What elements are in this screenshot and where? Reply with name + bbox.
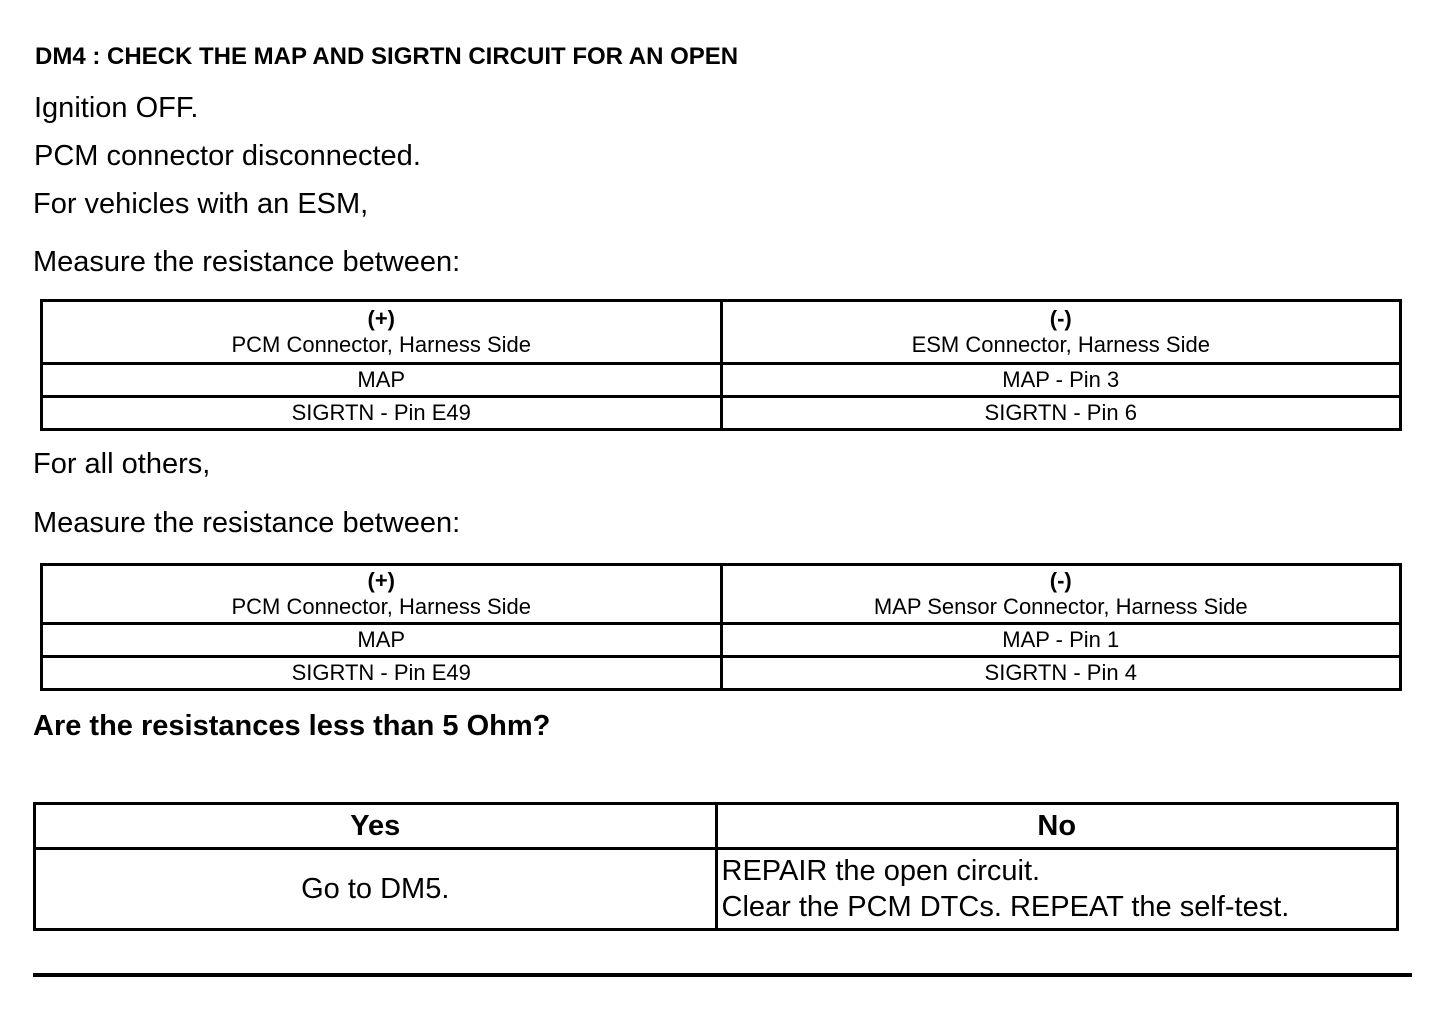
no-action: REPAIR the open circuit. Clear the PCM DT…	[714, 847, 1399, 931]
cell: SIGRTN - Pin E49	[40, 395, 723, 431]
polarity: (-)	[1049, 568, 1072, 593]
page-title: DM4 : CHECK THE MAP AND SIGRTN CIRCUIT F…	[35, 43, 739, 70]
yes-action: Go to DM5.	[33, 847, 718, 931]
table-row: SIGRTN - Pin E49 SIGRTN - Pin 6	[40, 395, 1402, 431]
esm-resistance-table: (+) PCM Connector, Harness Side (-) ESM Co…	[40, 299, 1402, 431]
step-text: For vehicles with an ESM,	[33, 188, 369, 220]
polarity: (+)	[367, 306, 396, 331]
header-label: PCM Connector, Harness Side	[231, 332, 532, 357]
polarity: (-)	[1049, 306, 1072, 331]
cell: SIGRTN - Pin 4	[719, 655, 1402, 691]
divider	[33, 973, 1412, 977]
step-text: Measure the resistance between:	[33, 246, 461, 278]
cell: MAP	[40, 622, 723, 658]
cell: SIGRTN - Pin 6	[719, 395, 1402, 431]
cell: MAP - Pin 1	[719, 622, 1402, 658]
answer-table: Yes No Go to DM5. REPAIR the open circui…	[33, 802, 1399, 931]
header-cell: (-) MAP Sensor Connector, Harness Side	[719, 563, 1402, 625]
header-label: ESM Connector, Harness Side	[911, 332, 1210, 357]
step-text: For all others,	[33, 448, 211, 480]
header-label: MAP Sensor Connector, Harness Side	[873, 594, 1248, 619]
table-row: SIGRTN - Pin E49 SIGRTN - Pin 4	[40, 655, 1402, 691]
question: Are the resistances less than 5 Ohm?	[33, 710, 551, 742]
no-header: No	[714, 802, 1399, 850]
header-cell: (+) PCM Connector, Harness Side	[40, 299, 723, 365]
cell: SIGRTN - Pin E49	[40, 655, 723, 691]
table-row: MAP MAP - Pin 3	[40, 362, 1402, 398]
cell: MAP	[40, 362, 723, 398]
header-label: PCM Connector, Harness Side	[231, 594, 532, 619]
others-resistance-table: (+) PCM Connector, Harness Side (-) MAP Se…	[40, 563, 1402, 691]
cell: MAP - Pin 3	[719, 362, 1402, 398]
yes-header: Yes	[33, 802, 718, 850]
no-action-line: REPAIR the open circuit.	[721, 855, 1041, 887]
header-cell: (-) ESM Connector, Harness Side	[719, 299, 1402, 365]
no-action-line: Clear the PCM DTCs. REPEAT the self-test…	[721, 891, 1290, 923]
polarity: (+)	[367, 568, 396, 593]
step-text: Ignition OFF.	[34, 92, 199, 124]
step-text: PCM connector disconnected.	[34, 140, 421, 172]
step-text: Measure the resistance between:	[33, 507, 461, 539]
table-row: MAP MAP - Pin 1	[40, 622, 1402, 658]
header-cell: (+) PCM Connector, Harness Side	[40, 563, 723, 625]
